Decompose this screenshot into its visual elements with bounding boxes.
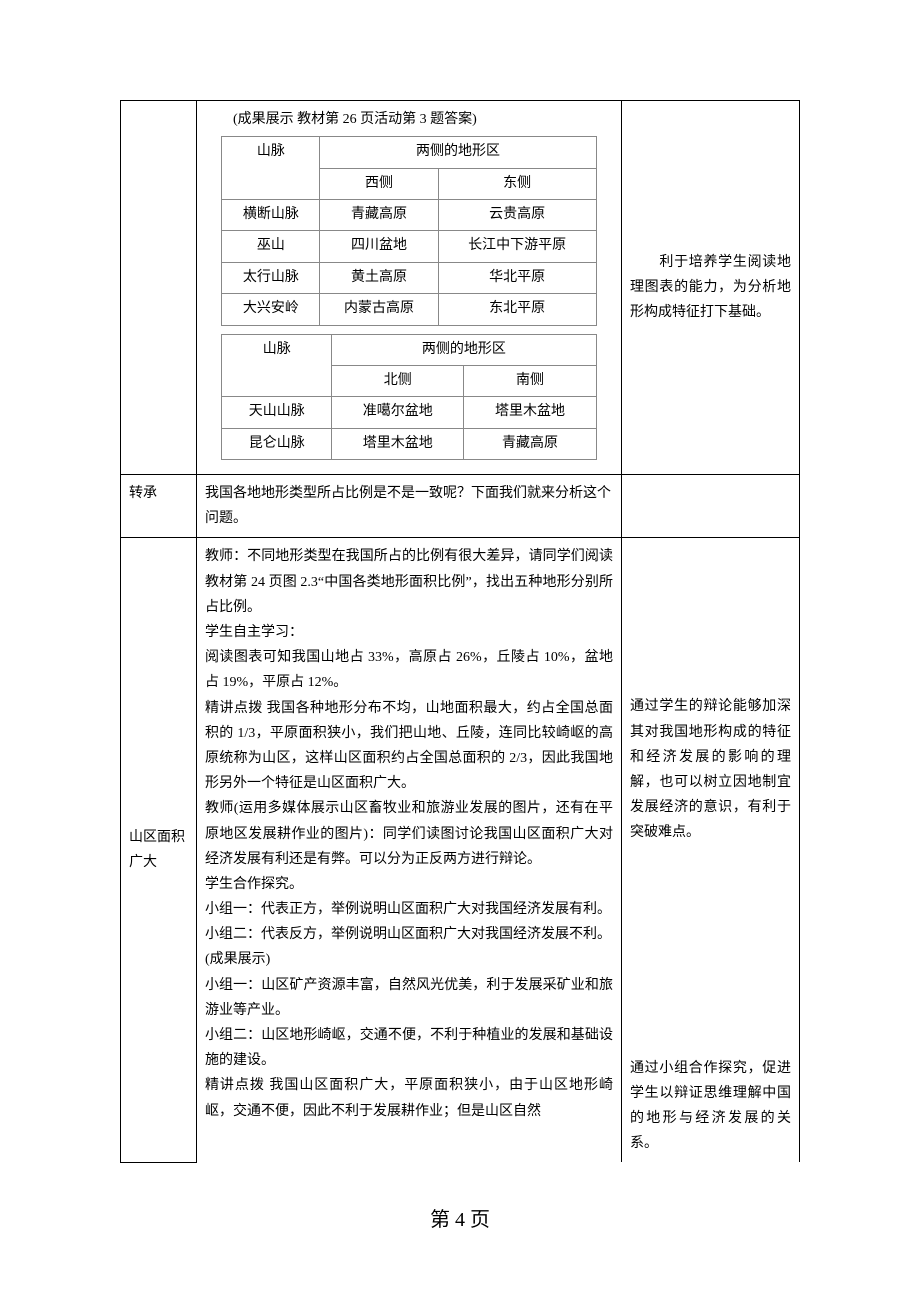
row2-label: 转承 xyxy=(121,475,197,538)
t1-r3c0: 大兴安岭 xyxy=(222,294,320,325)
t2-r1c1: 塔里木盆地 xyxy=(332,428,464,459)
row3-label: 山区面积广大 xyxy=(121,538,197,1162)
t1-r2c0: 太行山脉 xyxy=(222,262,320,293)
t1-sub-east: 东侧 xyxy=(438,168,596,199)
r3-note-a: 通过学生的辩论能够加深其对我国地形构成的特征和经济发展的影响的理解，也可以树立因… xyxy=(630,694,791,845)
r3-p10: 小组一：山区矿产资源丰富，自然风光优美，利于发展采矿业和旅游业等产业。 xyxy=(205,973,613,1023)
r3-p4: 精讲点拨 我国各种地形分布不均，山地面积最大，约占全国总面积的 1/3，平原面积… xyxy=(205,696,613,797)
t2-r1c0: 昆仑山脉 xyxy=(222,428,332,459)
row-mountain-area: 山区面积广大 教师：不同地形类型在我国所占的比例有很大差异，请同学们阅读教材第 … xyxy=(121,538,800,1162)
terrain-table-ns: 山脉 两侧的地形区 北侧 南侧 天山山脉 准噶尔盆地 塔里木盆地 昆仑山脉 xyxy=(221,334,596,461)
t1-r0c0: 横断山脉 xyxy=(222,199,320,230)
t2-r0c1: 准噶尔盆地 xyxy=(332,397,464,428)
t1-r1c0: 巫山 xyxy=(222,231,320,262)
r3-p3: 阅读图表可知我国山地占 33%，高原占 26%，丘陵占 10%，盆地占 19%，… xyxy=(205,645,613,695)
r3-note-b: 通过小组合作探究，促进学生以辩证思维理解中国的地形与经济发展的关系。 xyxy=(630,1056,791,1157)
t2-r1c2: 青藏高原 xyxy=(464,428,596,459)
table-row: 横断山脉 青藏高原 云贵高原 xyxy=(222,199,596,230)
r3-p2: 学生自主学习： xyxy=(205,620,613,645)
r3-p8: 小组二：代表反方，举例说明山区面积广大对我国经济发展不利。 xyxy=(205,922,613,947)
row3-note: 通过学生的辩论能够加深其对我国地形构成的特征和经济发展的影响的理解，也可以树立因… xyxy=(621,538,799,1162)
table-row: 太行山脉 黄土高原 华北平原 xyxy=(222,262,596,293)
row-top: (成果展示 教材第 26 页活动第 3 题答案) 山脉 两侧的地形区 西侧 东侧… xyxy=(121,101,800,475)
t1-r3c2: 东北平原 xyxy=(438,294,596,325)
table-row: 天山山脉 准噶尔盆地 塔里木盆地 xyxy=(222,397,596,428)
r3-p12: 精讲点拨 我国山区面积广大，平原面积狭小，由于山区地形崎岖，交通不便，因此不利于… xyxy=(205,1073,613,1123)
t2-r0c0: 天山山脉 xyxy=(222,397,332,428)
t1-r0c1: 青藏高原 xyxy=(320,199,438,230)
t1-r3c1: 内蒙古高原 xyxy=(320,294,438,325)
row2-main: 我国各地地形类型所占比例是不是一致呢？下面我们就来分析这个问题。 xyxy=(196,475,621,538)
row2-note xyxy=(621,475,799,538)
row3-main: 教师：不同地形类型在我国所占的比例有很大差异，请同学们阅读教材第 24 页图 2… xyxy=(196,538,621,1162)
t2-sub-north: 北侧 xyxy=(332,365,464,396)
t1-span-header: 两侧的地形区 xyxy=(320,137,596,168)
t1-r1c2: 长江中下游平原 xyxy=(438,231,596,262)
row1-label-cell xyxy=(121,101,197,475)
t1-r2c2: 华北平原 xyxy=(438,262,596,293)
r3-p9: (成果展示) xyxy=(205,947,613,972)
r3-p7: 小组一：代表正方，举例说明山区面积广大对我国经济发展有利。 xyxy=(205,897,613,922)
t2-col0-header: 山脉 xyxy=(222,334,332,397)
answer-caption: (成果展示 教材第 26 页活动第 3 题答案) xyxy=(205,107,613,132)
row1-note-cell: 利于培养学生阅读地理图表的能力，为分析地形构成特征打下基础。 xyxy=(621,101,799,475)
r3-p6: 学生合作探究。 xyxy=(205,872,613,897)
t2-sub-south: 南侧 xyxy=(464,365,596,396)
t1-r2c1: 黄土高原 xyxy=(320,262,438,293)
t1-col0-header: 山脉 xyxy=(222,137,320,200)
r3-p11: 小组二：山区地形崎岖，交通不便，不利于种植业的发展和基础设施的建设。 xyxy=(205,1023,613,1073)
table-row: 大兴安岭 内蒙古高原 东北平原 xyxy=(222,294,596,325)
row-transition: 转承 我国各地地形类型所占比例是不是一致呢？下面我们就来分析这个问题。 xyxy=(121,475,800,538)
t2-r0c2: 塔里木盆地 xyxy=(464,397,596,428)
terrain-table-ew: 山脉 两侧的地形区 西侧 东侧 横断山脉 青藏高原 云贵高原 巫山 四川盆地 xyxy=(221,136,596,325)
note-top-text: 利于培养学生阅读地理图表的能力，为分析地形构成特征打下基础。 xyxy=(630,255,791,320)
r3-p1: 教师：不同地形类型在我国所占的比例有很大差异，请同学们阅读教材第 24 页图 2… xyxy=(205,544,613,620)
t1-r0c2: 云贵高原 xyxy=(438,199,596,230)
row1-main-cell: (成果展示 教材第 26 页活动第 3 题答案) 山脉 两侧的地形区 西侧 东侧… xyxy=(196,101,621,475)
table-row: 昆仑山脉 塔里木盆地 青藏高原 xyxy=(222,428,596,459)
t2-span-header: 两侧的地形区 xyxy=(332,334,596,365)
r3-p5: 教师(运用多媒体展示山区畜牧业和旅游业发展的图片，还有在平原地区发展耕作业的图片… xyxy=(205,796,613,872)
t1-sub-west: 西侧 xyxy=(320,168,438,199)
t1-r1c1: 四川盆地 xyxy=(320,231,438,262)
lesson-table: (成果展示 教材第 26 页活动第 3 题答案) 山脉 两侧的地形区 西侧 东侧… xyxy=(120,100,800,1163)
page-footer: 第 4 页 xyxy=(120,1203,800,1232)
table-row: 巫山 四川盆地 长江中下游平原 xyxy=(222,231,596,262)
